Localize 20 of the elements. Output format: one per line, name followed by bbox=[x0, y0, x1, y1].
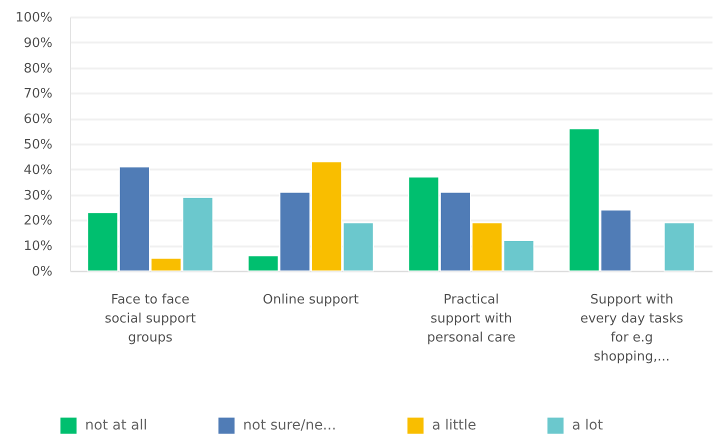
y-tick-label: 0% bbox=[32, 264, 52, 280]
y-tick-label: 60% bbox=[24, 112, 52, 128]
y-tick-label: 100% bbox=[15, 10, 52, 26]
y-tick-label: 50% bbox=[24, 138, 52, 152]
x-tick-label: Practical support with personal care bbox=[427, 292, 516, 346]
x-tick-label: Support with every day tasks for e.g shopping,... bbox=[580, 292, 684, 364]
legend-label: not at all bbox=[85, 418, 148, 434]
y-tick-label: 90% bbox=[24, 36, 52, 51]
y-tick-label: 10% bbox=[24, 239, 52, 254]
legend-label: not sure/ne... bbox=[243, 418, 336, 434]
legend-label: a little bbox=[432, 418, 476, 434]
x-tick-label: Online support bbox=[262, 292, 359, 308]
y-tick-label: 40% bbox=[24, 162, 52, 178]
x-tick-label: Face to face social support groups bbox=[104, 292, 196, 346]
y-tick-label: 20% bbox=[24, 214, 52, 229]
y-tick-label: 70% bbox=[24, 86, 52, 102]
y-tick-label: 30% bbox=[24, 188, 52, 204]
legend-label: a lot bbox=[572, 418, 604, 434]
y-tick-label: 80% bbox=[24, 61, 52, 76]
bar bbox=[664, 222, 695, 272]
